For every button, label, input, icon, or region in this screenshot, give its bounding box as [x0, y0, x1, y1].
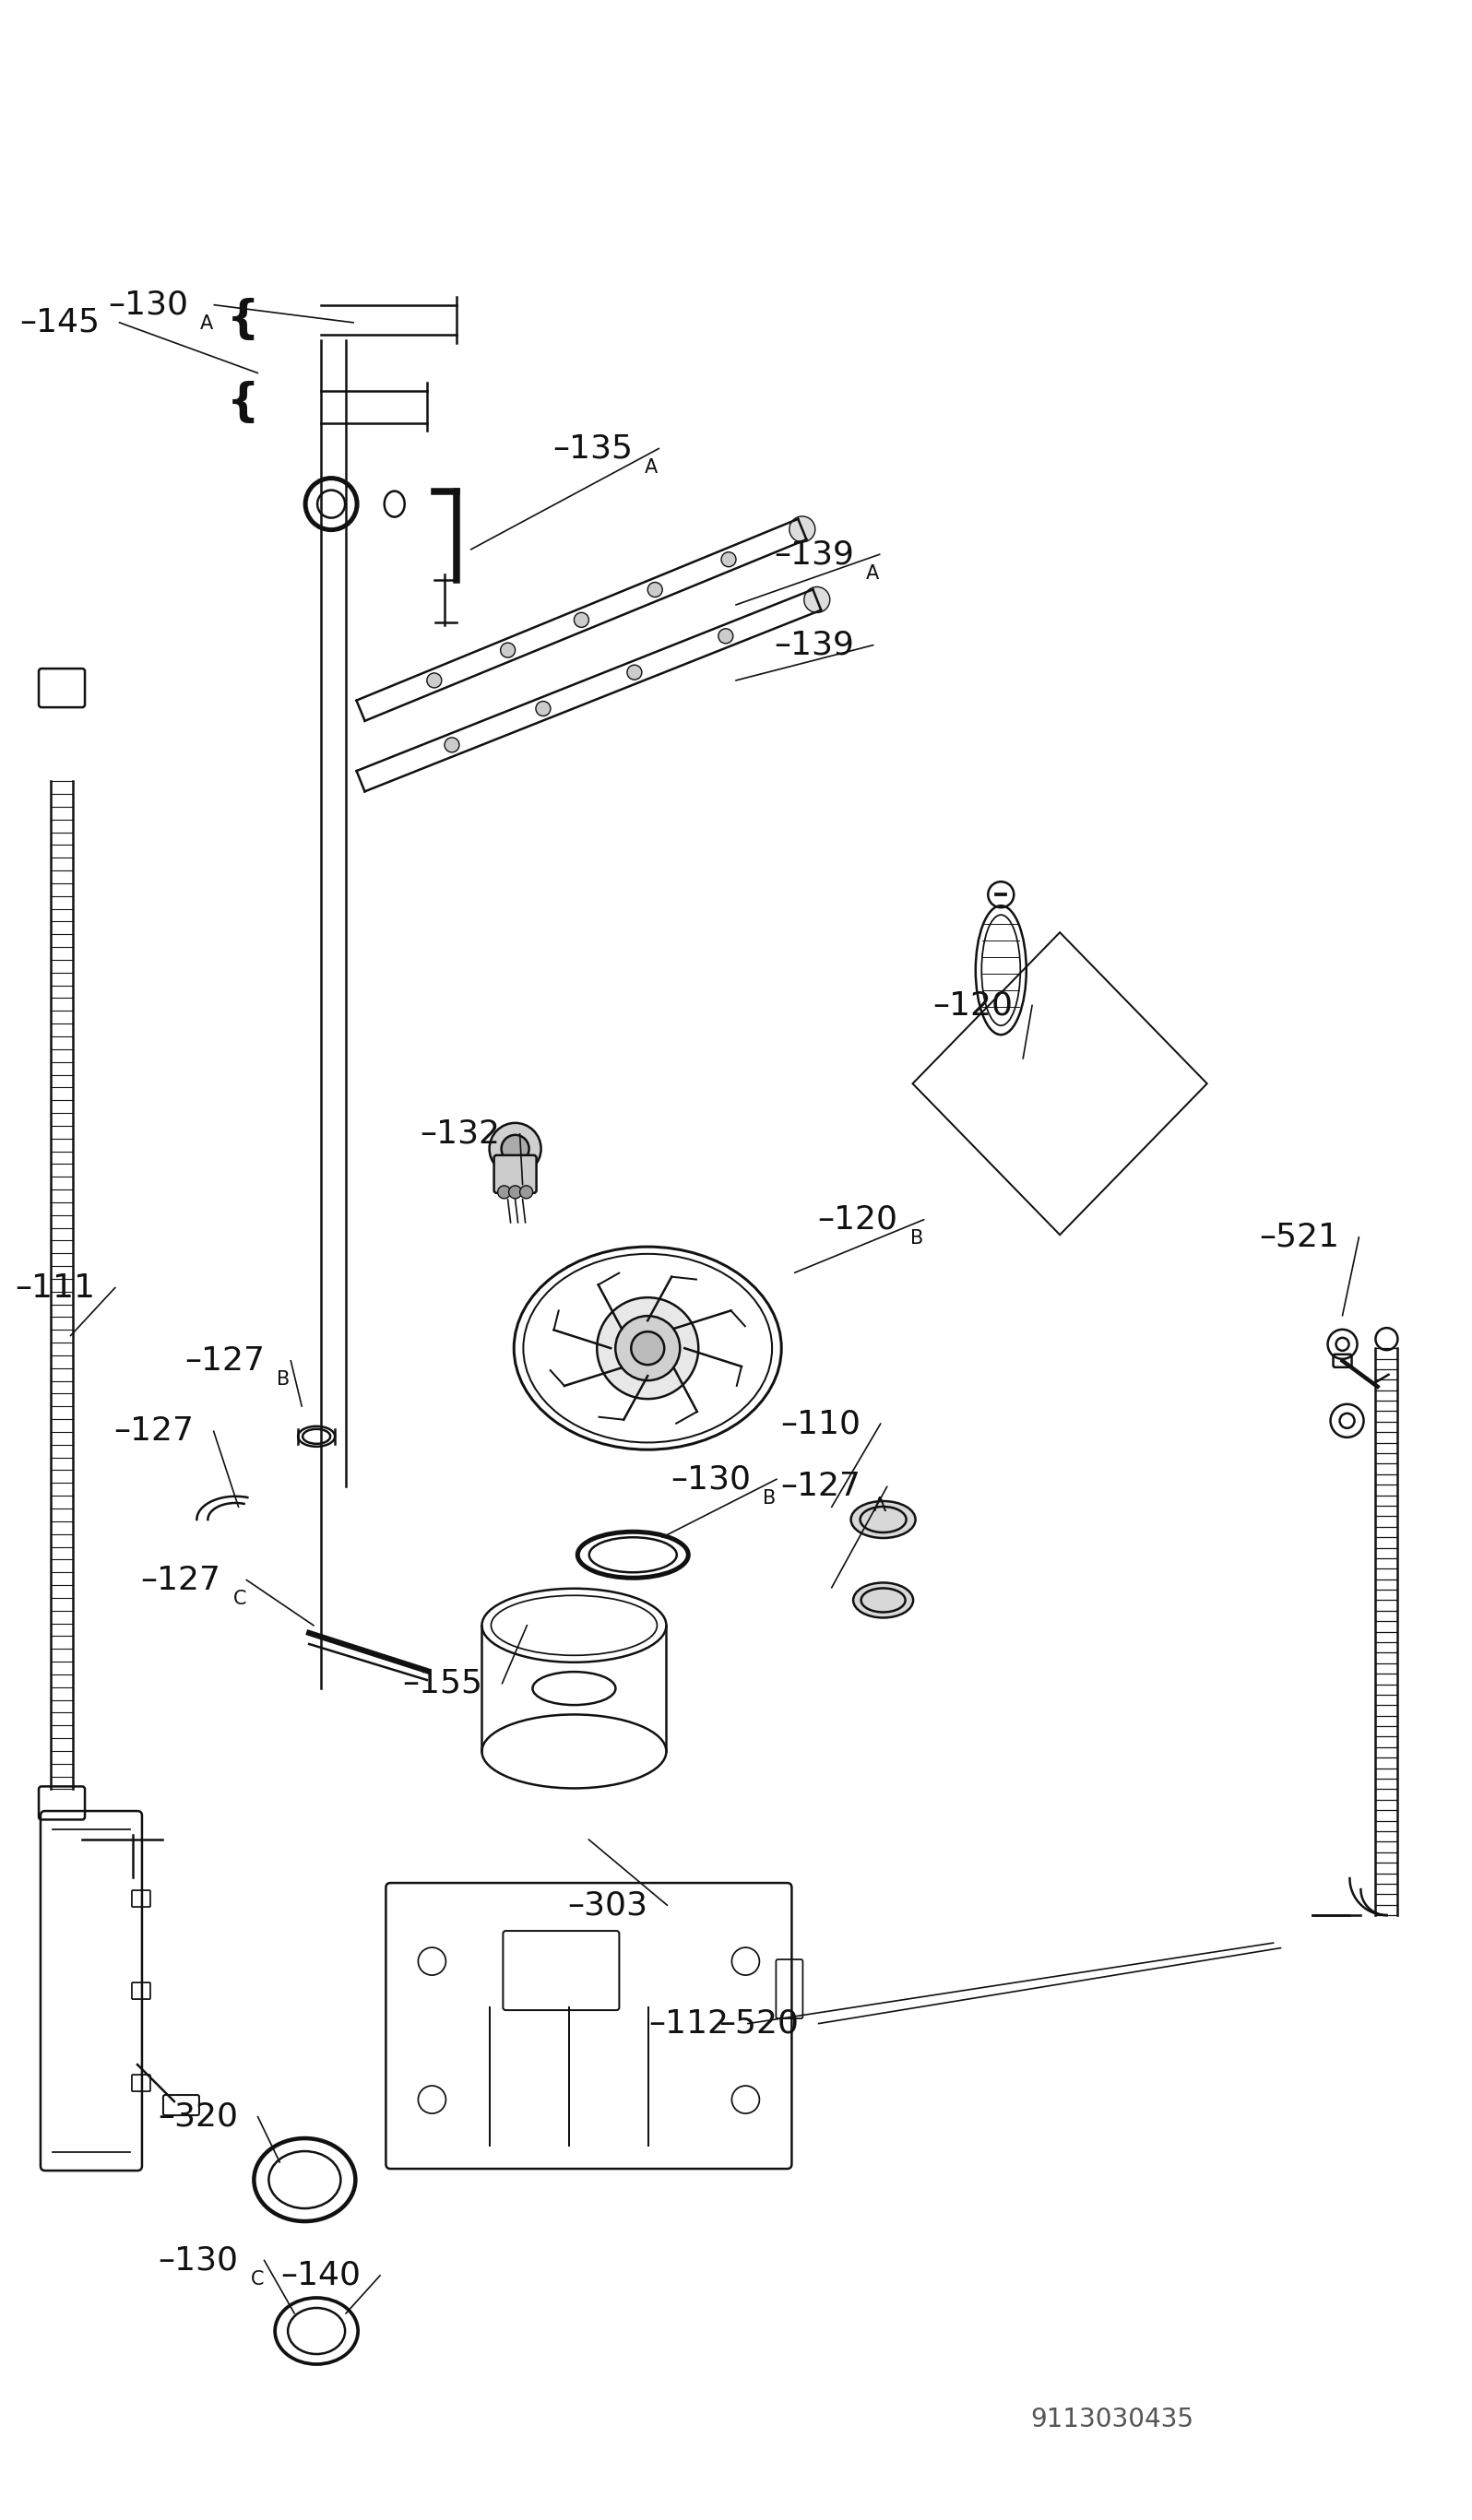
Text: B: B	[762, 1489, 776, 1507]
Circle shape	[427, 673, 442, 688]
Text: A: A	[873, 1497, 886, 1515]
Circle shape	[718, 627, 733, 643]
Circle shape	[489, 1124, 542, 1174]
Text: {: {	[227, 297, 259, 343]
Text: –130: –130	[670, 1464, 751, 1494]
Text: –127: –127	[780, 1472, 861, 1502]
Text: –320: –320	[158, 2102, 238, 2132]
Circle shape	[500, 643, 515, 658]
Circle shape	[721, 552, 736, 567]
Text: –110: –110	[780, 1409, 861, 1439]
Circle shape	[498, 1184, 511, 1200]
Circle shape	[502, 1134, 528, 1162]
Circle shape	[804, 587, 830, 612]
Circle shape	[520, 1184, 533, 1200]
Circle shape	[615, 1315, 680, 1381]
Text: –130: –130	[107, 290, 188, 320]
Text: –120: –120	[932, 990, 1013, 1021]
Circle shape	[509, 1184, 521, 1200]
Text: –132: –132	[420, 1119, 500, 1149]
Text: –139: –139	[774, 630, 854, 660]
Text: –521: –521	[1259, 1222, 1340, 1252]
Circle shape	[445, 738, 459, 753]
Text: A: A	[200, 315, 213, 333]
Ellipse shape	[851, 1502, 916, 1537]
Circle shape	[627, 665, 642, 680]
Text: –145: –145	[19, 307, 100, 338]
Text: A: A	[866, 564, 879, 582]
Text: B: B	[277, 1371, 290, 1389]
Text: 9113030435: 9113030435	[1030, 2407, 1194, 2432]
FancyBboxPatch shape	[495, 1154, 536, 1192]
Text: C: C	[250, 2271, 263, 2288]
Text: –303: –303	[567, 1890, 648, 1920]
Circle shape	[598, 1298, 698, 1399]
Text: {: {	[227, 381, 259, 426]
Text: –120: –120	[817, 1205, 898, 1235]
Text: –140: –140	[280, 2260, 361, 2291]
Circle shape	[574, 612, 589, 627]
Ellipse shape	[854, 1583, 913, 1618]
Circle shape	[536, 701, 551, 716]
Text: –127: –127	[113, 1416, 194, 1446]
Circle shape	[631, 1331, 664, 1366]
Text: A: A	[645, 459, 658, 476]
Circle shape	[789, 517, 815, 542]
Text: –112: –112	[648, 2008, 729, 2039]
Text: –155: –155	[402, 1668, 483, 1698]
Text: C: C	[233, 1590, 246, 1608]
Text: –127: –127	[140, 1565, 221, 1595]
Text: –127: –127	[184, 1346, 265, 1376]
Text: –520: –520	[718, 2008, 799, 2039]
Text: –130: –130	[158, 2245, 238, 2276]
Circle shape	[648, 582, 662, 597]
Text: B: B	[910, 1230, 923, 1247]
Text: –111: –111	[15, 1273, 96, 1303]
Text: –135: –135	[552, 433, 633, 464]
Text: –139: –139	[774, 539, 854, 570]
